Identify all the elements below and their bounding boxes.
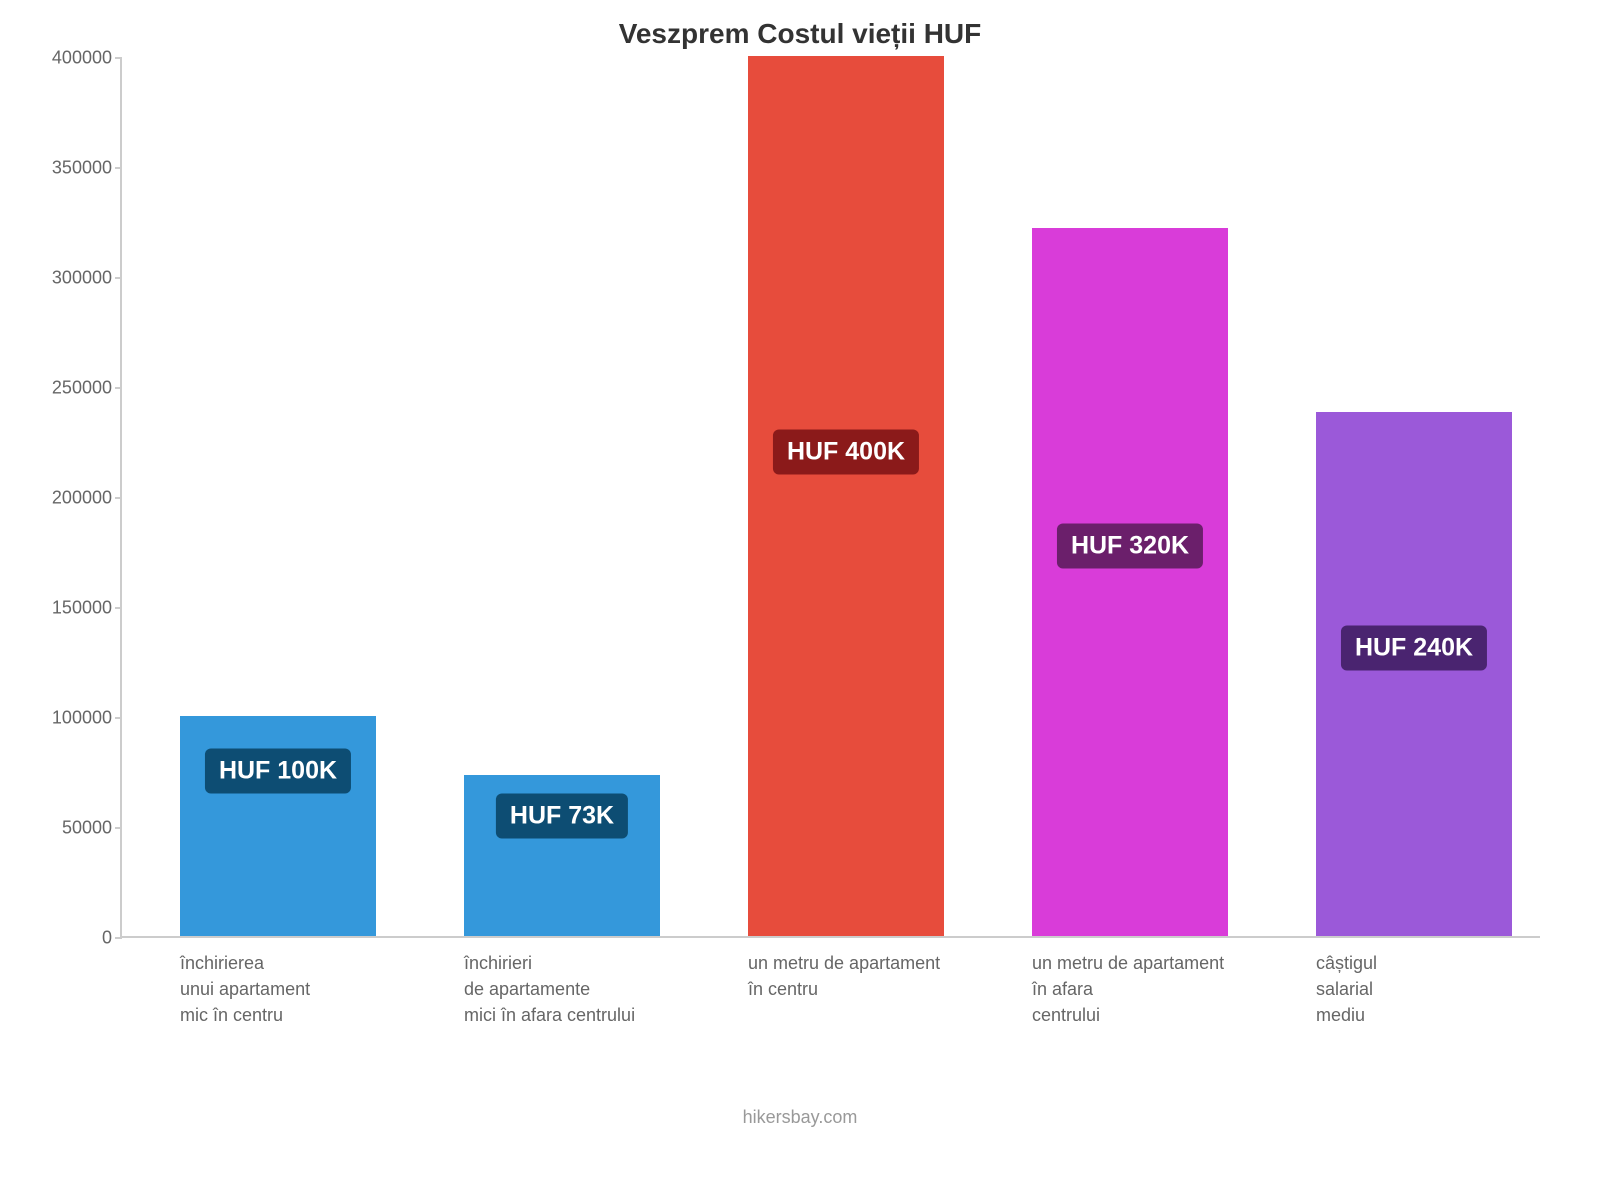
chart-title: Veszprem Costul vieții HUF	[0, 18, 1600, 50]
y-tick-label: 100000	[52, 708, 122, 729]
x-axis-label: un metru de apartament în afara centrulu…	[1032, 936, 1224, 1028]
plot-area: 0500001000001500002000002500003000003500…	[120, 58, 1540, 938]
bar-value-label: HUF 400K	[773, 430, 919, 475]
bar-value-label: HUF 320K	[1057, 524, 1203, 569]
y-tick-label: 0	[102, 928, 122, 949]
y-tick-label: 50000	[62, 818, 122, 839]
bar: HUF 240K	[1316, 412, 1512, 936]
bar: HUF 320K	[1032, 228, 1228, 936]
bar-value-label: HUF 100K	[205, 749, 351, 794]
x-axis-label: un metru de apartament în centru	[748, 936, 940, 1002]
bar: HUF 400K	[748, 56, 944, 936]
x-axis-label: închirierea unui apartament mic în centr…	[180, 936, 310, 1028]
bar-value-label: HUF 240K	[1341, 626, 1487, 671]
chart-container: Veszprem Costul vieții HUF 0500001000001…	[0, 0, 1600, 1200]
y-tick-label: 350000	[52, 158, 122, 179]
x-axis-label: câștigul salarial mediu	[1316, 936, 1377, 1028]
bar-value-label: HUF 73K	[496, 793, 628, 838]
x-axis-label: închirieri de apartamente mici în afara …	[464, 936, 635, 1028]
y-tick-label: 150000	[52, 598, 122, 619]
bar: HUF 100K	[180, 716, 376, 936]
bar: HUF 73K	[464, 775, 660, 936]
y-tick-label: 250000	[52, 378, 122, 399]
y-tick-label: 200000	[52, 488, 122, 509]
y-tick-label: 300000	[52, 268, 122, 289]
y-tick-label: 400000	[52, 48, 122, 69]
attribution-text: hikersbay.com	[0, 1107, 1600, 1128]
